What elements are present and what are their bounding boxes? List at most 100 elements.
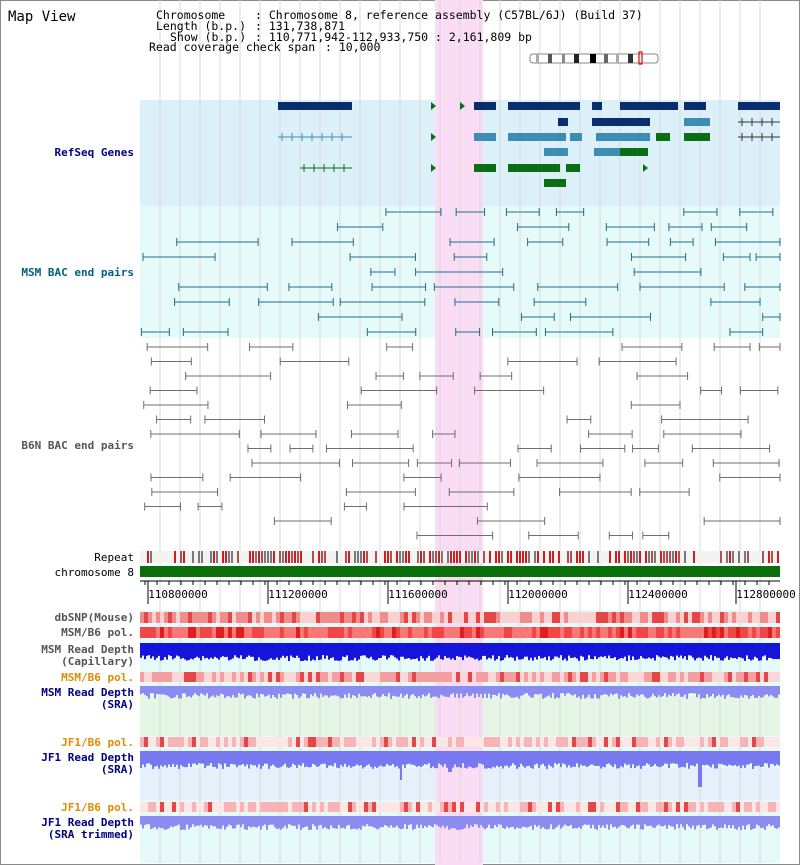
heat-cell bbox=[464, 612, 468, 623]
heat-cell bbox=[712, 802, 716, 812]
depth-bar bbox=[396, 816, 398, 826]
depth-bar bbox=[672, 816, 674, 827]
repeat-element bbox=[273, 551, 275, 563]
depth-bar bbox=[726, 686, 728, 696]
depth-bar bbox=[214, 686, 216, 698]
depth-bar bbox=[584, 686, 586, 699]
depth-bar bbox=[728, 751, 730, 765]
axis-tick-label: 110800000 bbox=[148, 588, 208, 601]
heat-cell bbox=[620, 737, 624, 747]
heat-cell bbox=[572, 627, 576, 638]
depth-bar bbox=[656, 643, 658, 656]
heat-cell bbox=[172, 737, 176, 747]
depth-bar bbox=[222, 643, 224, 657]
heat-cell bbox=[548, 672, 552, 682]
depth-bar bbox=[488, 816, 490, 825]
refseq-genes-label[interactable]: RefSeq Genes bbox=[54, 146, 134, 159]
depth-bar bbox=[702, 686, 704, 698]
heat-cell bbox=[312, 672, 316, 682]
heat-cell bbox=[452, 612, 456, 623]
depth-bar bbox=[200, 686, 202, 694]
depth-bar bbox=[622, 686, 624, 697]
depth-bar bbox=[620, 816, 622, 826]
depth-bar bbox=[344, 643, 346, 658]
depth-bar bbox=[282, 686, 284, 695]
dbsnp-label[interactable]: dbSNP(Mouse) bbox=[54, 611, 134, 624]
depth-bar bbox=[686, 686, 688, 699]
heat-cell bbox=[520, 802, 524, 812]
depth-bar bbox=[682, 751, 684, 767]
depth-bar bbox=[608, 816, 610, 830]
heat-cell bbox=[260, 802, 264, 812]
depth-bar bbox=[454, 643, 456, 661]
depth-bar bbox=[576, 816, 578, 829]
depth-bar bbox=[358, 816, 360, 829]
depth-bar bbox=[736, 686, 738, 698]
heat-cell bbox=[712, 612, 716, 623]
depth-bar bbox=[590, 643, 592, 659]
depth-bar bbox=[522, 816, 524, 827]
depth-bar bbox=[580, 643, 582, 656]
depth-bar bbox=[574, 643, 576, 658]
heat-cell bbox=[484, 612, 488, 623]
jf1-b6-pol-label-1[interactable]: JF1/B6 pol. bbox=[61, 736, 134, 749]
heat-cell bbox=[188, 612, 192, 623]
heat-cell bbox=[420, 612, 424, 623]
depth-bar bbox=[366, 816, 368, 825]
heat-cell bbox=[560, 627, 564, 638]
depth-bar bbox=[722, 686, 724, 695]
depth-bar bbox=[310, 816, 312, 830]
heat-cell bbox=[476, 627, 480, 638]
depth-bar bbox=[224, 686, 226, 699]
depth-bar bbox=[300, 751, 302, 766]
depth-bar bbox=[446, 686, 448, 697]
heat-cell bbox=[472, 802, 476, 812]
depth-bar bbox=[246, 751, 248, 765]
depth-bar bbox=[756, 816, 758, 825]
heat-cell bbox=[228, 612, 232, 623]
jf1-b6-pol-label-2[interactable]: JF1/B6 pol. bbox=[61, 801, 134, 814]
heat-cell bbox=[692, 737, 696, 747]
msm-b6-pol-label-2[interactable]: MSM/B6 pol. bbox=[61, 671, 134, 684]
depth-bar bbox=[394, 686, 396, 697]
depth-bar bbox=[538, 751, 540, 768]
depth-bar bbox=[192, 686, 194, 696]
depth-bar bbox=[522, 686, 524, 696]
msm-depth-capillary-label-1[interactable]: MSM Read Depth bbox=[41, 643, 134, 656]
heat-cell bbox=[176, 627, 180, 638]
heat-cell bbox=[144, 737, 148, 747]
depth-bar bbox=[458, 643, 460, 657]
heat-cell bbox=[332, 737, 336, 747]
depth-bar bbox=[722, 751, 724, 765]
depth-bar bbox=[486, 686, 488, 699]
msm-depth-sra-label-1[interactable]: MSM Read Depth bbox=[41, 686, 134, 699]
heat-cell bbox=[204, 627, 208, 638]
heat-cell bbox=[336, 737, 340, 747]
depth-bar bbox=[702, 751, 704, 765]
gene-strand-arrow bbox=[431, 164, 436, 172]
heat-cell bbox=[760, 627, 764, 638]
depth-bar bbox=[440, 643, 442, 660]
depth-bar bbox=[470, 751, 472, 768]
depth-bar bbox=[734, 686, 736, 698]
depth-bar bbox=[734, 643, 736, 658]
depth-bar bbox=[262, 816, 264, 826]
jf1-depth-sra-label-1[interactable]: JF1 Read Depth bbox=[41, 751, 134, 764]
depth-bar bbox=[414, 686, 416, 697]
msm-b6-pol-label-1[interactable]: MSM/B6 pol. bbox=[61, 626, 134, 639]
depth-bar bbox=[292, 643, 294, 658]
depth-bar bbox=[280, 686, 282, 698]
heat-cell bbox=[324, 737, 328, 747]
heat-cell bbox=[592, 612, 596, 623]
b6n-bac-label[interactable]: B6N BAC end pairs bbox=[21, 439, 134, 452]
depth-bar bbox=[408, 816, 410, 825]
heat-cell bbox=[428, 802, 432, 812]
jf1-depth-trim-label-1[interactable]: JF1 Read Depth bbox=[41, 816, 134, 829]
depth-bar bbox=[372, 643, 374, 660]
msm-bac-label[interactable]: MSM BAC end pairs bbox=[21, 266, 134, 279]
heat-cell bbox=[608, 672, 612, 682]
heat-cell bbox=[736, 672, 740, 682]
heat-cell bbox=[668, 672, 672, 682]
chromosome-label-track: chromosome 8 bbox=[54, 566, 134, 579]
